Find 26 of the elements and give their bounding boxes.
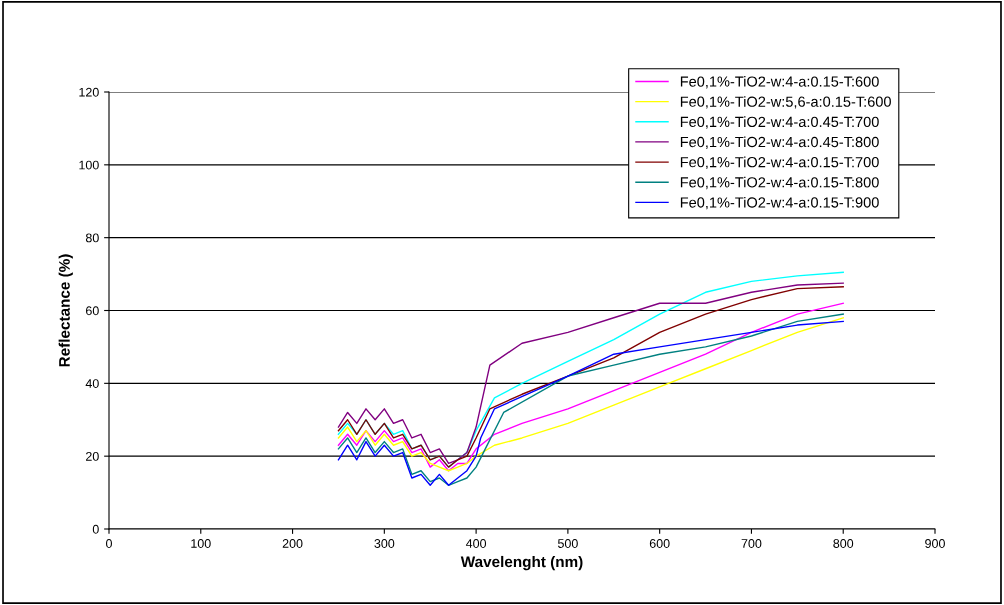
legend-label: Fe0,1%-TiO2-w:4-a:0.15-T:700	[680, 156, 879, 170]
x-tick-label: 100	[191, 539, 211, 548]
legend-label: Fe0,1%-TiO2-w:5,6-a:0.15-T:600	[680, 96, 891, 109]
x-tick-label: 400	[465, 539, 487, 548]
x-tick-label: 900	[925, 539, 945, 548]
y-axis-title: Reflectance (%)	[58, 254, 73, 367]
x-tick-label: 500	[557, 539, 578, 548]
y-tick-label: 100	[79, 160, 99, 170]
y-tick-label: 60	[86, 306, 99, 316]
x-tick-label: 0	[106, 539, 112, 548]
x-tick-label: 800	[833, 539, 854, 548]
x-axis-title: Wavelenght (nm)	[460, 555, 583, 571]
legend-label: Fe0,1%-TiO2-w:4-a:0.45-T:800	[680, 136, 879, 149]
y-tick-label: 40	[85, 379, 99, 388]
legend-label: Fe0,1%-TiO2-w:4-a:0.15-T:800	[680, 176, 879, 190]
x-tick-label: 700	[741, 539, 762, 548]
x-tick-label: 600	[649, 539, 670, 548]
x-tick-label: 300	[374, 539, 395, 548]
y-tick-label: 0	[92, 524, 99, 534]
x-tick-label: 200	[282, 539, 303, 548]
y-tick-label: 120	[79, 87, 99, 97]
legend-label: Fe0,1%-TiO2-w:4-a:0.45-T:700	[680, 116, 879, 129]
y-tick-label: 80	[85, 233, 99, 243]
legend-label: Fe0,1%-TiO2-w:4-a:0.15-T:900	[680, 196, 879, 210]
y-tick-label: 20	[86, 451, 99, 461]
legend-label: Fe0,1%-TiO2-w:4-a:0.15-T:600	[680, 75, 879, 89]
